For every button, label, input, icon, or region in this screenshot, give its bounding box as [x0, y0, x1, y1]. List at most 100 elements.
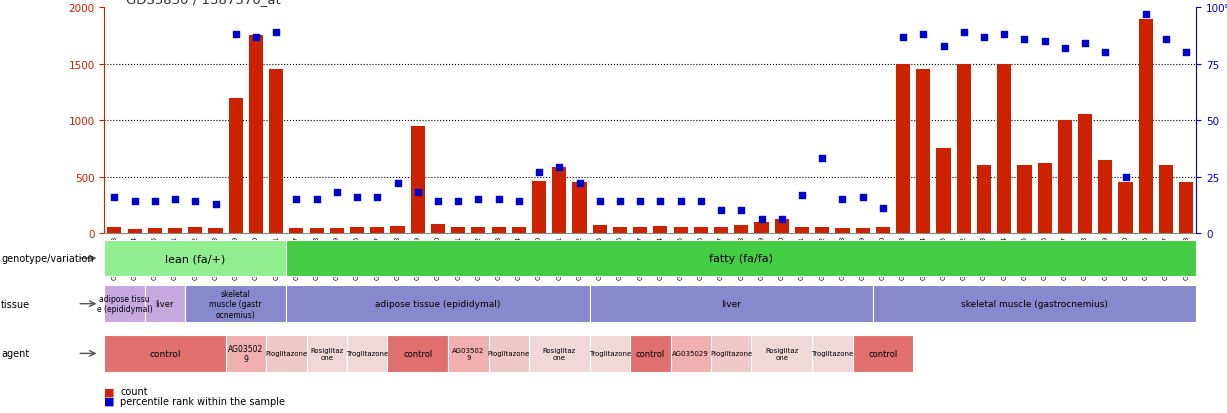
- Point: [833, 196, 853, 203]
- Point: [1136, 12, 1156, 18]
- Text: skeletal muscle (gastrocnemius): skeletal muscle (gastrocnemius): [961, 299, 1108, 309]
- Bar: [614, 227, 627, 233]
- Point: [671, 199, 691, 205]
- Bar: [1160, 166, 1173, 233]
- Point: [812, 156, 832, 162]
- Point: [752, 216, 772, 223]
- Point: [1115, 174, 1135, 180]
- Bar: [936, 149, 951, 233]
- Bar: [371, 227, 384, 233]
- Point: [247, 34, 266, 41]
- Text: tissue: tissue: [1, 299, 31, 309]
- Point: [590, 199, 610, 205]
- Text: AG035029: AG035029: [672, 351, 709, 356]
- Text: Troglitazone: Troglitazone: [589, 351, 631, 356]
- Bar: [593, 225, 607, 233]
- Point: [448, 199, 467, 205]
- Point: [266, 30, 286, 36]
- Text: ■: ■: [104, 396, 115, 406]
- Bar: [107, 228, 121, 233]
- Bar: [249, 36, 263, 233]
- Point: [166, 196, 185, 203]
- Text: liver: liver: [721, 299, 741, 309]
- Bar: [1058, 121, 1072, 233]
- Text: Rosiglitaz
one: Rosiglitaz one: [542, 347, 575, 360]
- Bar: [290, 228, 303, 233]
- Text: control: control: [636, 349, 665, 358]
- Text: adipose tissue (epididymal): adipose tissue (epididymal): [375, 299, 501, 309]
- Bar: [795, 227, 809, 233]
- Text: lean (fa/+): lean (fa/+): [166, 254, 226, 263]
- Text: Pioglitazone: Pioglitazone: [487, 351, 530, 356]
- Point: [569, 180, 589, 187]
- Point: [974, 34, 994, 41]
- Bar: [836, 228, 849, 233]
- Point: [388, 180, 407, 187]
- Bar: [977, 166, 991, 233]
- Point: [934, 43, 953, 50]
- Point: [994, 32, 1014, 38]
- Point: [469, 196, 488, 203]
- Point: [287, 196, 307, 203]
- Text: control: control: [150, 349, 180, 358]
- Point: [772, 216, 791, 223]
- Bar: [452, 228, 465, 233]
- Point: [874, 205, 893, 212]
- Text: skeletal
muscle (gastr
ocnemius): skeletal muscle (gastr ocnemius): [210, 289, 263, 319]
- Text: AG03502
9: AG03502 9: [453, 347, 485, 360]
- Bar: [350, 228, 364, 233]
- Text: liver: liver: [156, 299, 174, 309]
- Bar: [573, 183, 587, 233]
- Bar: [431, 224, 445, 233]
- Bar: [309, 229, 324, 233]
- Point: [1075, 41, 1094, 47]
- Bar: [492, 227, 506, 233]
- Point: [691, 199, 710, 205]
- Bar: [533, 182, 546, 233]
- Point: [953, 30, 973, 36]
- Bar: [168, 228, 182, 233]
- Bar: [128, 229, 141, 233]
- Bar: [209, 228, 222, 233]
- Bar: [774, 220, 789, 233]
- Bar: [917, 70, 930, 233]
- Bar: [876, 228, 890, 233]
- Point: [913, 32, 933, 38]
- Text: ■: ■: [104, 387, 115, 396]
- Bar: [1017, 166, 1032, 233]
- Point: [1034, 39, 1054, 45]
- Bar: [1079, 115, 1092, 233]
- Point: [893, 34, 913, 41]
- Point: [206, 201, 226, 207]
- Text: GDS3850 / 1387370_at: GDS3850 / 1387370_at: [126, 0, 281, 6]
- Text: Troglitazone: Troglitazone: [346, 351, 388, 356]
- Bar: [552, 168, 567, 233]
- Bar: [714, 228, 728, 233]
- Text: Pioglitazone: Pioglitazone: [265, 351, 308, 356]
- Text: control: control: [869, 349, 897, 358]
- Point: [488, 196, 508, 203]
- Text: Rosiglitaz
one: Rosiglitaz one: [310, 347, 344, 360]
- Bar: [633, 227, 648, 233]
- Bar: [896, 64, 910, 233]
- Point: [731, 207, 751, 214]
- Point: [650, 199, 670, 205]
- Text: Troglitazone: Troglitazone: [811, 351, 854, 356]
- Point: [712, 207, 731, 214]
- Text: count: count: [120, 387, 148, 396]
- Point: [631, 199, 650, 205]
- Point: [1156, 36, 1175, 43]
- Bar: [1038, 164, 1052, 233]
- Bar: [471, 228, 486, 233]
- Bar: [734, 225, 748, 233]
- Point: [145, 199, 164, 205]
- Bar: [390, 227, 405, 233]
- Bar: [1119, 183, 1133, 233]
- Point: [1055, 45, 1075, 52]
- Point: [1096, 50, 1115, 57]
- Point: [1177, 50, 1196, 57]
- Point: [853, 194, 872, 201]
- Bar: [755, 222, 768, 233]
- Point: [307, 196, 326, 203]
- Text: Rosiglitaz
one: Rosiglitaz one: [766, 347, 799, 360]
